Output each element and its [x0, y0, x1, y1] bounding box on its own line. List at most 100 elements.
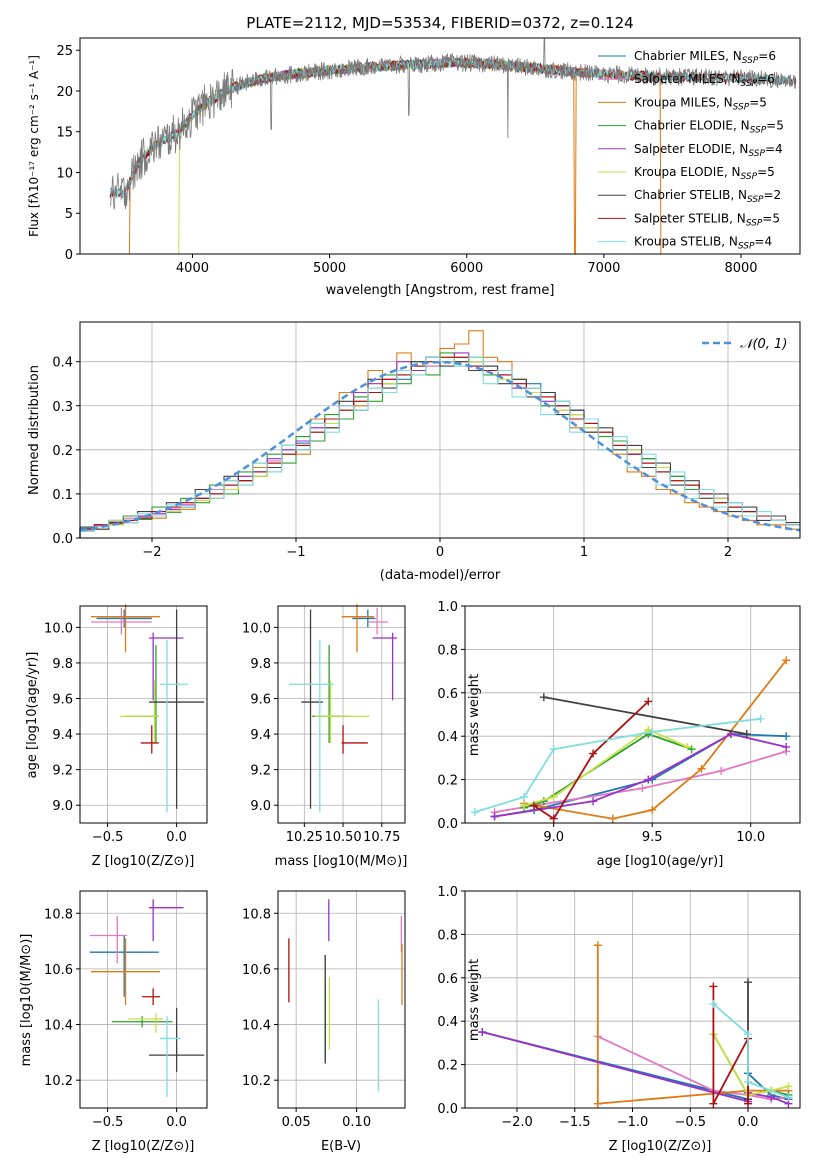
y-tick-label: 10.8	[44, 907, 73, 922]
marker-kroupa-miles	[608, 814, 617, 823]
y-tick-label: 0.4	[52, 356, 73, 371]
z-mass-panel: Z [log10(Z/Z⊙)] mass [log10(M/M⊙)] −0.5 0…	[19, 890, 208, 1154]
x-tick-label: 4000	[176, 261, 209, 276]
z-massweight-ylabel: mass weight	[467, 959, 482, 1041]
ebv-mass-xlabel: E(B-V)	[321, 1139, 361, 1154]
marker-salpeter-stelib	[644, 697, 653, 706]
y-tick-label: 0.8	[437, 643, 458, 658]
gaussian-legend-label: 𝒩(0, 1)	[740, 337, 787, 352]
y-tick-label: 0.2	[437, 1059, 458, 1074]
observed-spectrum	[109, 38, 797, 210]
x-tick-label: 0.0	[166, 830, 187, 845]
y-tick-label: 10.2	[44, 1074, 73, 1089]
marker-salpeter-stelib	[744, 1099, 753, 1108]
weights-kroupa-elodie	[523, 728, 689, 807]
z-age-xlabel: Z [log10(Z/Z⊙)]	[92, 854, 195, 869]
x-tick-label: 10.75	[363, 830, 400, 845]
y-tick-label: 10.0	[242, 621, 271, 636]
age-massweight-panel: age [log10(age/yr)] mass weight 9.0 9.5 10…	[437, 600, 801, 869]
marker-chabrier-miles	[782, 732, 791, 741]
spectrum-title: PLATE=2112, MJD=53534, FIBERID=0372, z=0…	[246, 14, 633, 32]
y-tick-label: 10.0	[44, 621, 73, 636]
marker-kroupa-miles	[782, 656, 791, 665]
plot-frame	[277, 890, 406, 1109]
y-tick-label: 15	[56, 126, 73, 141]
x-tick-label: 10.50	[324, 830, 361, 845]
age-massweight-ylabel: mass weight	[467, 674, 482, 756]
x-tick-label: 7000	[587, 261, 620, 276]
y-tick-label: 0.2	[437, 774, 458, 789]
spectrum-legend: Chabrier MILES, NSSP=6 Salpeter MILES, NS…	[598, 49, 784, 252]
legend-label-chabrier-stelib: Chabrier STELIB, NSSP=2	[634, 188, 781, 205]
marker-kroupa-stelib	[520, 792, 529, 801]
marker-chabrier-stelib	[742, 730, 751, 739]
y-tick-label: 1.0	[437, 600, 458, 615]
weights-kroupa-elodie	[712, 1033, 789, 1097]
marker-kroupa-stelib	[709, 999, 718, 1008]
marker-kroupa-miles	[593, 941, 602, 950]
y-tick-label: 0.4	[437, 730, 458, 745]
y-tick-label: 20	[56, 85, 73, 100]
y-tick-label: 0.3	[52, 400, 73, 415]
weights-salpeter-stelib	[533, 700, 649, 820]
marker-kroupa-stelib	[549, 745, 558, 754]
y-tick-label: 9.8	[250, 657, 271, 672]
z-age-ylabel: age [log10(age/yr)]	[25, 652, 40, 779]
plot-frame	[277, 605, 406, 824]
y-tick-label: 10.4	[44, 1019, 73, 1034]
x-tick-label: 6000	[450, 261, 483, 276]
marker-kroupa-miles	[648, 805, 657, 814]
x-tick-label: −2.0	[501, 1115, 533, 1130]
legend-label-chabrier-miles: Chabrier MILES, NSSP=6	[634, 49, 776, 66]
x-tick-label: −1.0	[617, 1115, 649, 1130]
marker-salpeter-miles	[638, 784, 647, 793]
weights-kroupa-stelib	[712, 1003, 789, 1099]
marker-kroupa-miles	[593, 1099, 602, 1108]
marker-kroupa-stelib	[648, 727, 657, 736]
marker-kroupa-stelib	[744, 1030, 753, 1039]
marker-chabrier-stelib	[539, 693, 548, 702]
marker-salpeter-elodie	[782, 743, 791, 752]
marker-salpeter-stelib	[589, 749, 598, 758]
y-tick-label: 9.4	[250, 728, 271, 743]
histogram-legend: 𝒩(0, 1)	[702, 337, 787, 352]
y-tick-label: 9.0	[52, 799, 73, 814]
marker-salpeter-miles	[717, 766, 726, 775]
x-tick-label: 9.0	[543, 830, 564, 845]
y-tick-label: 9.8	[52, 657, 73, 672]
histogram-ylabel: Normed distribution	[27, 365, 42, 495]
plot-frame	[79, 890, 208, 1109]
y-tick-label: 0.0	[437, 1102, 458, 1117]
y-tick-label: 9.2	[52, 764, 73, 779]
x-tick-label: 10.0	[736, 830, 765, 845]
spectrum-panel: PLATE=2112, MJD=53534, FIBERID=0372, z=0…	[27, 14, 801, 298]
y-tick-label: 0.0	[437, 817, 458, 832]
legend-label-salpeter-miles: Salpeter MILES, NSSP=6	[634, 72, 775, 89]
histogram-kroupa-stelib	[79, 356, 800, 538]
x-tick-label: −1	[286, 545, 305, 560]
marker-salpeter-stelib	[529, 801, 538, 810]
marker-salpeter-stelib	[709, 1099, 718, 1108]
marker-salpeter-stelib	[709, 982, 718, 991]
x-tick-label: 0.10	[342, 1115, 371, 1130]
marker-salpeter-stelib	[549, 814, 558, 823]
z-mass-ylabel: mass [log10(M/M⊙)]	[19, 934, 34, 1067]
y-tick-label: 1.0	[437, 885, 458, 900]
marker-kroupa-elodie	[784, 1082, 793, 1091]
legend-label-salpeter-elodie: Salpeter ELODIE, NSSP=4	[634, 142, 783, 159]
age-massweight-xlabel: age [log10(age/yr)]	[597, 854, 724, 869]
marker-kroupa-miles	[697, 764, 706, 773]
y-tick-label: 9.0	[250, 799, 271, 814]
x-tick-label: 9.5	[642, 830, 663, 845]
x-tick-label: 1	[580, 545, 588, 560]
y-tick-label: 10.8	[242, 907, 271, 922]
z-massweight-panel: Z [log10(Z/Z⊙)] mass weight −2.0 −1.5 −1.0…	[437, 885, 801, 1154]
y-tick-label: 5	[65, 207, 73, 222]
plot-frame	[79, 37, 801, 255]
mass-age-xlabel: mass [log10(M/M⊙)]	[275, 854, 408, 869]
y-tick-label: 25	[56, 44, 73, 59]
marker-salpeter-elodie	[478, 1028, 487, 1037]
marker-kroupa-elodie	[520, 801, 529, 810]
marker-kroupa-stelib	[744, 1077, 753, 1086]
plot-frame	[464, 605, 801, 824]
